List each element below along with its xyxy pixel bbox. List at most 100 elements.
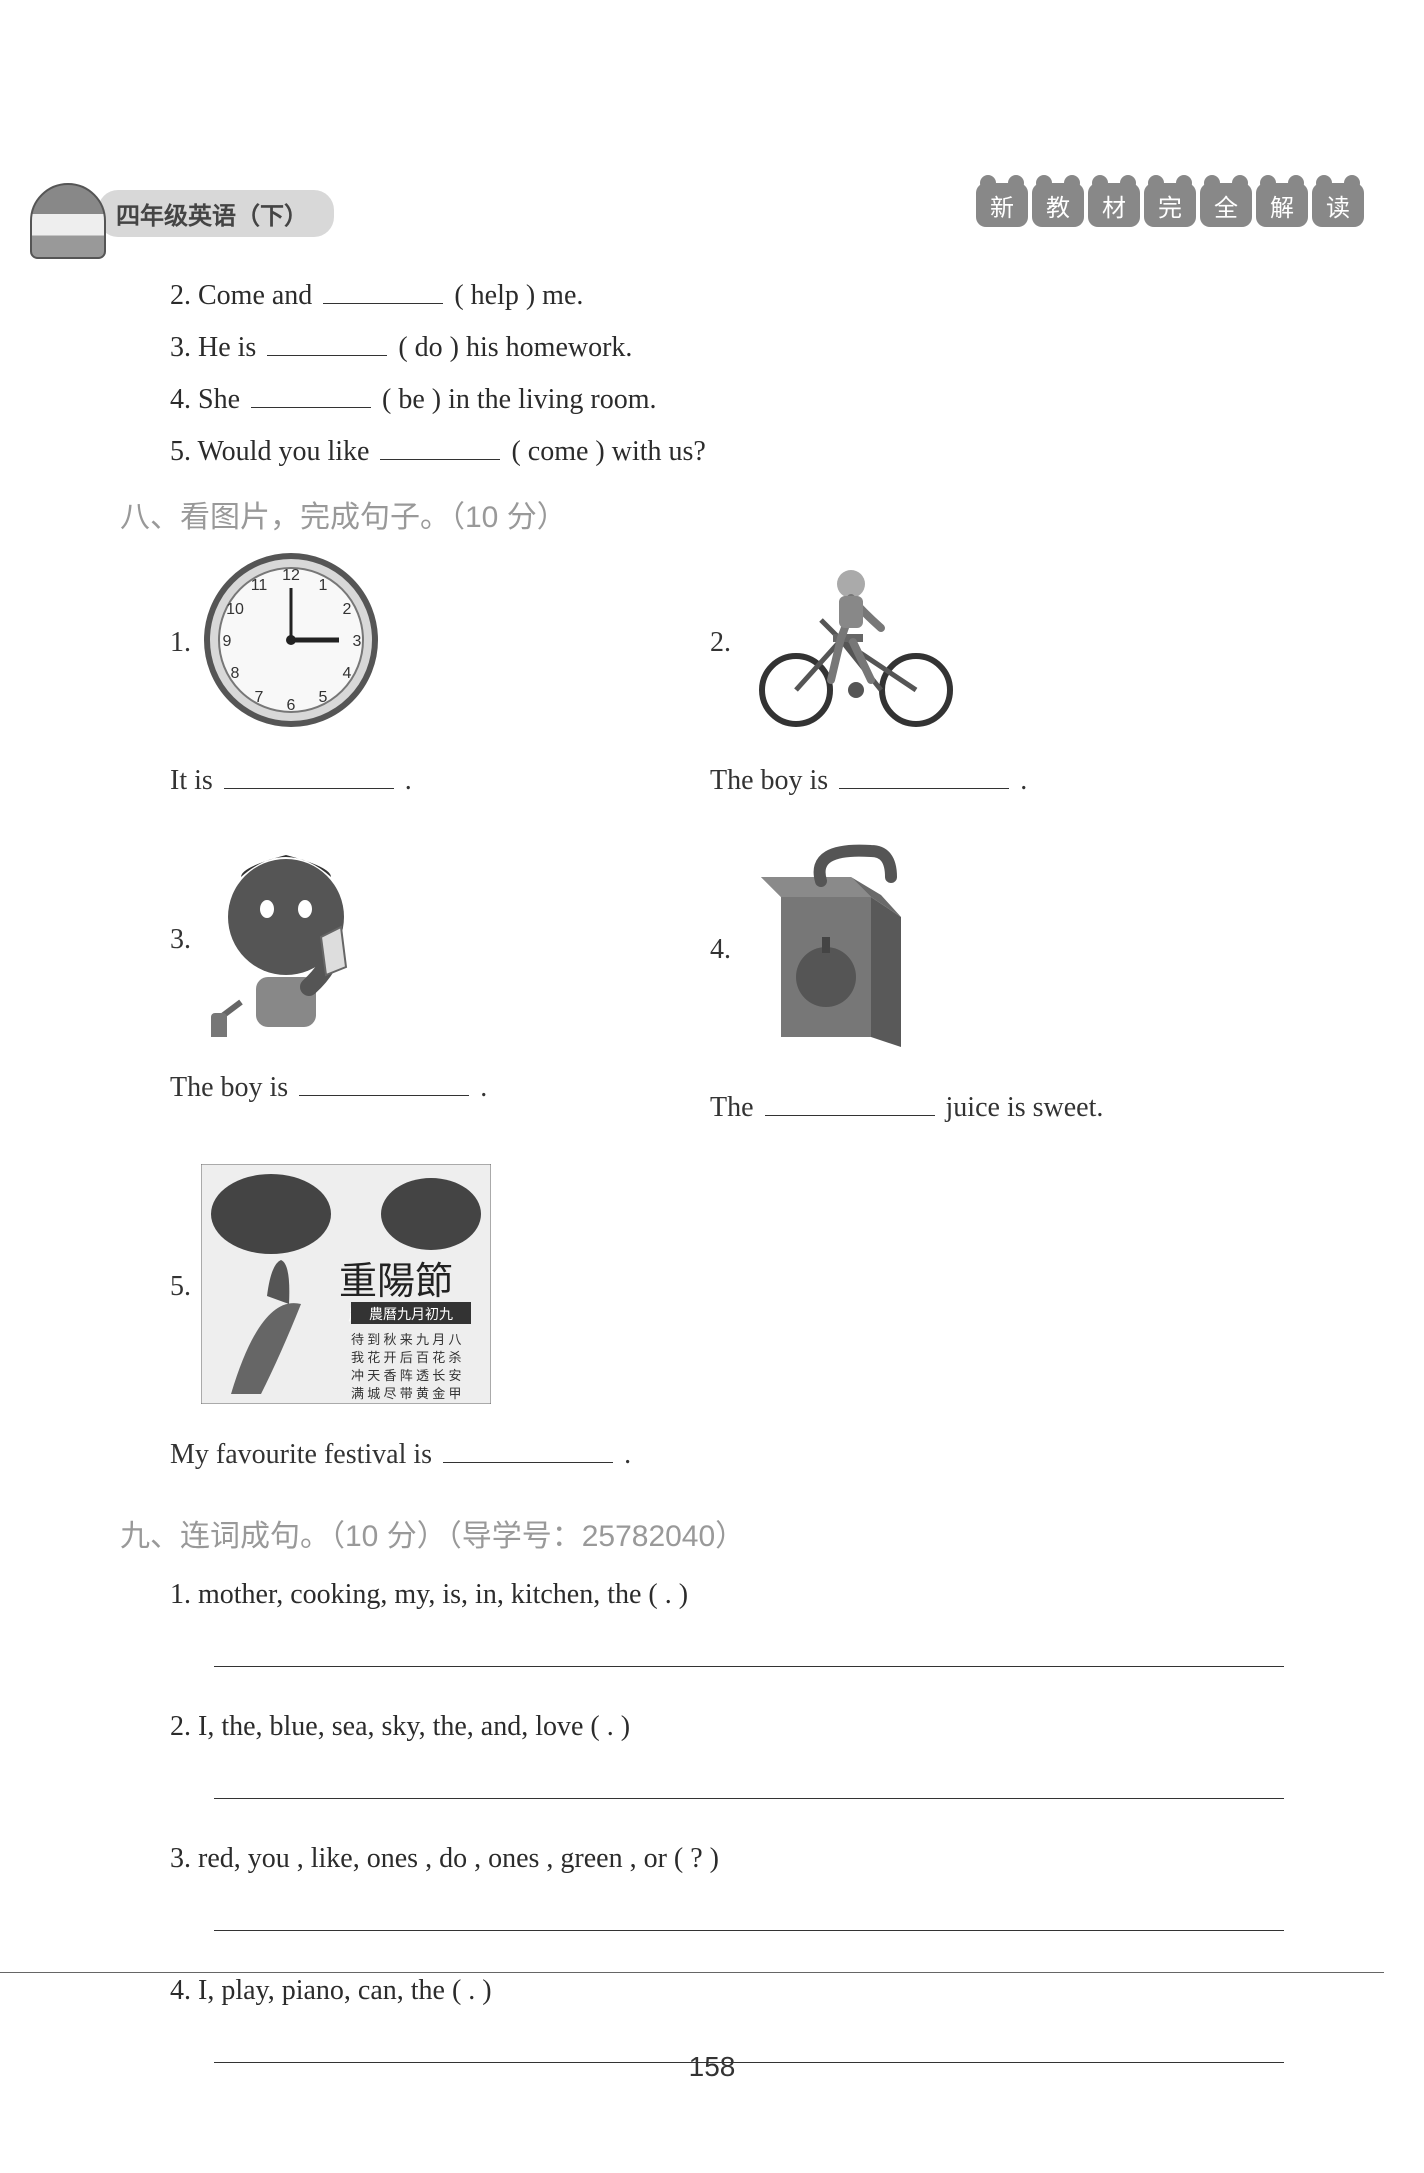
s9-q1-num: 1. [170,1579,191,1610]
p1-post: . [405,765,412,796]
s9-q1-answer[interactable] [214,1665,1284,1667]
p3-post: . [480,1072,487,1103]
p5-blank[interactable] [443,1437,613,1463]
p4-pre: The [710,1092,761,1123]
pic-row-3: 5. 重陽節 農曆九月初九 農曆九月初九 [170,1164,1284,1471]
pic-row-1: 1. 121 23 45 67 89 [170,550,1284,797]
subject-label: 四年级英语（下） [98,190,334,237]
badge-5: 全 [1200,183,1252,227]
badge-6: 解 [1256,183,1308,227]
q4-hint: ( be ) [382,384,441,415]
svg-text:我 花 开 后 百 花 杀: 我 花 开 后 百 花 杀 [351,1350,462,1365]
page-header: 四年级英语（下） 新 教 材 完 全 解 读 [30,175,1364,235]
festival-title-text: 重陽節 [339,1261,453,1303]
q5-post: with us? [612,436,706,467]
pic-cell-5: 5. 重陽節 農曆九月初九 農曆九月初九 [170,1164,730,1471]
q5-hint: ( come ) [511,436,604,467]
q2-num: 2. [170,280,191,311]
s9-q4-text: I, play, piano, can, the ( . ) [198,1975,492,2006]
s9-q2-answer[interactable] [214,1797,1284,1799]
fill-line-2: 2. Come and ( help ) me. [170,270,1284,322]
clock-icon: 121 23 45 67 89 1011 [201,550,381,735]
p2-pre: The boy is [710,765,835,796]
cartoon-head-icon [30,183,106,259]
q5-pre: Would you like [198,436,377,467]
pic-box-3: 3. [170,837,600,1042]
s9-q2-num: 2. [170,1711,191,1742]
q2-hint: ( help ) [454,280,535,311]
pic-3-num: 3. [170,924,191,956]
boy-bicycle-icon [741,550,971,735]
pic-cell-4: 4. [710,837,1140,1124]
p3-pre: The boy is [170,1072,295,1103]
picture-grid: 1. 121 23 45 67 89 [170,550,1284,1471]
q3-pre: He is [198,332,263,363]
badge-3: 材 [1088,183,1140,227]
q4-pre: She [198,384,247,415]
pic-5-num: 5. [170,1271,191,1303]
svg-text:5: 5 [319,689,328,706]
p1-blank[interactable] [224,763,394,789]
svg-text:6: 6 [287,697,296,714]
fill-line-4: 4. She ( be ) in the living room. [170,374,1284,426]
p4-mid: juice is sweet. [946,1092,1104,1123]
section-9-title: 九、连词成句。（10 分）（导学号：25782040） [120,1511,1284,1555]
pic-row-2: 3. [170,837,1284,1124]
svg-text:4: 4 [343,665,352,682]
festival-poster-icon: 重陽節 農曆九月初九 農曆九月初九 待 到 秋 来 九 月 八 我 花 开 后 … [201,1164,491,1409]
s9-q2: 2. I, the, blue, sea, sky, the, and, lov… [170,1701,1284,1753]
p5-post: . [624,1439,631,1470]
badge-2: 教 [1032,183,1084,227]
s9-q2-text: I, the, blue, sea, sky, the, and, love (… [198,1711,630,1742]
s9-q3-answer[interactable] [214,1929,1284,1931]
pic-1-num: 1. [170,627,191,659]
q5-num: 5. [170,436,191,467]
badge-4: 完 [1144,183,1196,227]
section-8-title: 八、看图片，完成句子。（10 分） [120,492,1284,536]
svg-text:满 城 尽 带 黄 金 甲: 满 城 尽 带 黄 金 甲 [351,1386,462,1401]
q3-post: his homework. [466,332,632,363]
pic-box-2: 2. [710,550,1140,735]
svg-text:冲 天 香 阵 透 长 安: 冲 天 香 阵 透 长 安 [351,1368,462,1383]
svg-text:1: 1 [319,577,328,594]
p2-post: . [1020,765,1027,796]
svg-text:7: 7 [255,689,264,706]
p3-blank[interactable] [299,1070,469,1096]
page-number: 158 [0,2051,1424,2083]
pic-5-caption: My favourite festival is . [170,1437,730,1471]
svg-text:3: 3 [353,633,362,650]
bottom-rule [0,1972,1384,1973]
fill-line-5: 5. Would you like ( come ) with us? [170,426,1284,478]
q2-post: me. [542,280,583,311]
q2-blank[interactable] [323,278,443,304]
page: 四年级英语（下） 新 教 材 完 全 解 读 2. Come and ( hel… [0,0,1424,2173]
svg-text:11: 11 [251,577,268,594]
q4-blank[interactable] [251,382,371,408]
pic-2-caption: The boy is . [710,763,1140,797]
p4-blank[interactable] [765,1090,935,1116]
pic-cell-1: 1. 121 23 45 67 89 [170,550,600,797]
s9-q3: 3. red, you , like, ones , do , ones , g… [170,1833,1284,1885]
q5-blank[interactable] [380,434,500,460]
pic-cell-2: 2. [710,550,1140,797]
s9-q1-text: mother, cooking, my, is, in, kitchen, th… [198,1579,688,1610]
svg-text:12: 12 [282,567,300,584]
svg-text:8: 8 [231,665,240,682]
boy-drinking-icon [201,837,371,1042]
s9-q4-num: 4. [170,1975,191,2006]
p2-blank[interactable] [839,763,1009,789]
badge-1: 新 [976,183,1028,227]
pic-cell-3: 3. [170,837,600,1124]
pic-box-1: 1. 121 23 45 67 89 [170,550,600,735]
q4-num: 4. [170,384,191,415]
pic-2-num: 2. [710,627,731,659]
q3-blank[interactable] [267,330,387,356]
pic-1-caption: It is . [170,763,600,797]
svg-text:待 到 秋 来 九 月 八: 待 到 秋 来 九 月 八 [351,1332,462,1347]
content-area: 2. Come and ( help ) me. 3. He is ( do )… [170,270,1284,2097]
q3-hint: ( do ) [398,332,459,363]
pic-box-5: 5. 重陽節 農曆九月初九 農曆九月初九 [170,1164,730,1409]
svg-text:農曆九月初九: 農曆九月初九 [369,1306,453,1323]
s9-q3-text: red, you , like, ones , do , ones , gree… [198,1843,719,1874]
q2-pre: Come and [198,280,319,311]
